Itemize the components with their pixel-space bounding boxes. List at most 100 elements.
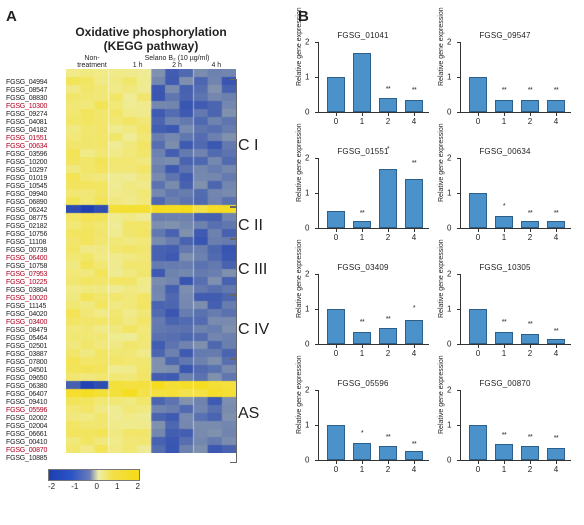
gene-label: FGSG_00634: [6, 143, 66, 151]
xtick-label: 1: [502, 117, 506, 126]
complex-label: C III: [238, 261, 267, 279]
barchart-title: FGSG_00634: [440, 147, 570, 156]
bar: [353, 221, 371, 228]
gene-label: FGSG_04020: [6, 311, 66, 319]
bar-canvas: 0120**1**2*4: [318, 274, 429, 345]
gene-label: FGSG_02002: [6, 415, 66, 423]
barchart: FGSG_01551Relative gene expression0120**…: [298, 147, 428, 257]
xtick-label: 2: [386, 465, 390, 474]
bar: [469, 193, 487, 228]
bar: [327, 77, 345, 112]
main-row: A Oxidative phosphorylation (KEGG pathwa…: [6, 8, 578, 491]
xtick-label: 0: [334, 233, 338, 242]
bar: [353, 332, 371, 344]
significance-marker: **: [520, 87, 540, 94]
ytick-label: 2: [447, 270, 451, 279]
gene-label: FGSG_03400: [6, 319, 66, 327]
y-axis-label: Relative gene expression: [296, 123, 303, 202]
xtick-label: 0: [334, 117, 338, 126]
y-axis-label: Relative gene expression: [438, 239, 445, 318]
barchart: FGSG_05596Relative gene expression0120*1…: [298, 379, 428, 489]
heatmap-col-header-groups: Non- treatment Selano B₂ (10 µg/ml) 1 h …: [66, 55, 236, 69]
barchart: FGSG_10305Relative gene expression0120**…: [440, 263, 570, 373]
ytick-label: 0: [305, 224, 309, 233]
ytick-label: 1: [305, 421, 309, 430]
xtick-label: 4: [554, 465, 558, 474]
bar-canvas: 0120**1*2**4: [318, 158, 429, 229]
xtick-label: 0: [476, 349, 480, 358]
bar: [469, 77, 487, 112]
bar: [521, 100, 539, 112]
bar: [469, 425, 487, 460]
y-axis-label: Relative gene expression: [296, 7, 303, 86]
significance-marker: *: [404, 305, 424, 312]
page-root: A Oxidative phosphorylation (KEGG pathwa…: [0, 0, 584, 525]
bar: [495, 332, 513, 344]
significance-marker: **: [378, 86, 398, 93]
barchart-title: FGSG_05596: [298, 379, 428, 388]
barchart-title: FGSG_01551: [298, 147, 428, 156]
significance-marker: **: [404, 441, 424, 448]
xtick-label: 1: [360, 349, 364, 358]
gene-label: FGSG_06400: [6, 255, 66, 263]
xtick-label: 2: [386, 349, 390, 358]
ytick-label: 1: [447, 421, 451, 430]
ytick-label: 0: [447, 340, 451, 349]
bar: [353, 53, 371, 113]
complex-label: C IV: [238, 321, 269, 339]
gene-label: FGSG_10225: [6, 279, 66, 287]
bar: [379, 446, 397, 460]
bar: [547, 448, 565, 460]
legend-ticks: -2 -1 0 1 2: [48, 482, 140, 491]
gene-label: FGSG_00410: [6, 439, 66, 447]
gene-label: FGSG_10758: [6, 263, 66, 271]
ytick-label: 0: [447, 224, 451, 233]
barchart-title: FGSG_03409: [298, 263, 428, 272]
barchart: FGSG_00870Relative gene expression0120**…: [440, 379, 570, 489]
bar: [495, 444, 513, 460]
bar: [379, 328, 397, 344]
ytick-label: 2: [305, 154, 309, 163]
barchart: FGSG_00634Relative gene expression0120*1…: [440, 147, 570, 257]
bar-canvas: 0120**1**2**4: [460, 42, 571, 113]
bar: [353, 443, 371, 461]
ytick-label: 1: [447, 305, 451, 314]
significance-marker: **: [520, 321, 540, 328]
gene-label: FGSG_10545: [6, 183, 66, 191]
gene-label: FGSG_08775: [6, 215, 66, 223]
panel-b: B FGSG_01041Relative gene expression0120…: [298, 8, 578, 489]
bar: [327, 211, 345, 229]
ytick-label: 0: [447, 108, 451, 117]
gene-label: FGSG_04501: [6, 367, 66, 375]
bar: [327, 309, 345, 344]
significance-marker: **: [378, 434, 398, 441]
xtick-label: 1: [360, 117, 364, 126]
ytick-label: 2: [305, 270, 309, 279]
barchart-title: FGSG_00870: [440, 379, 570, 388]
gene-label: FGSG_08547: [6, 87, 66, 95]
bar: [405, 100, 423, 112]
bar: [327, 425, 345, 460]
significance-marker: **: [546, 435, 566, 442]
bar-canvas: 0120**1**2**4: [460, 390, 571, 461]
bar: [495, 100, 513, 112]
gene-label: FGSG_07953: [6, 271, 66, 279]
heatmap-title-2: (KEGG pathway): [6, 39, 296, 53]
significance-marker: *: [494, 203, 514, 210]
complex-bracket: [230, 207, 237, 239]
barchart-title: FGSG_01041: [298, 31, 428, 40]
significance-marker: **: [494, 319, 514, 326]
gene-label: FGSG_10020: [6, 295, 66, 303]
gene-label: FGSG_05596: [6, 407, 66, 415]
col-group-non-treatment: Non- treatment: [66, 55, 118, 69]
xtick-label: 4: [412, 349, 416, 358]
bar-canvas: 0120*1**2**4: [460, 158, 571, 229]
heatmap-cells: [66, 69, 236, 453]
bar: [521, 446, 539, 460]
significance-marker: **: [520, 210, 540, 217]
y-axis-label: Relative gene expression: [296, 355, 303, 434]
barchart: FGSG_09547Relative gene expression0120**…: [440, 31, 570, 141]
panel-a-letter: A: [6, 8, 296, 25]
y-axis-label: Relative gene expression: [438, 7, 445, 86]
gene-label: FGSG_02004: [6, 423, 66, 431]
